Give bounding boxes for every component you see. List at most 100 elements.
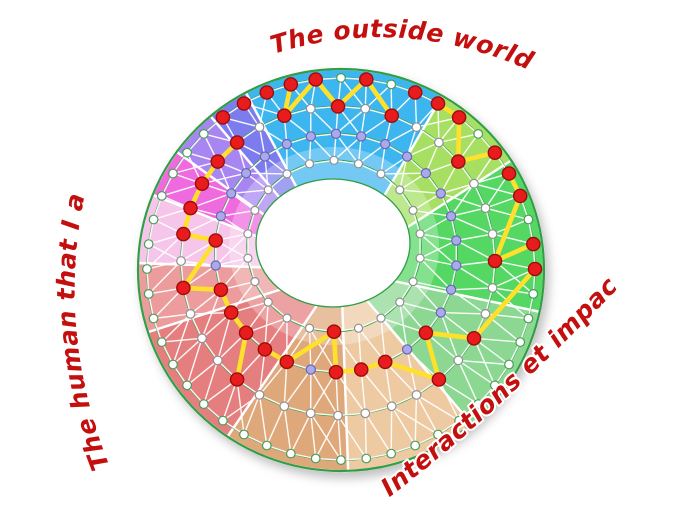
graph-node[interactable]: [523, 214, 534, 225]
graph-node[interactable]: [395, 297, 405, 307]
graph-node[interactable]: [487, 229, 498, 240]
red-node[interactable]: [223, 305, 239, 320]
graph-node[interactable]: [353, 159, 364, 169]
graph-node[interactable]: [435, 307, 446, 318]
red-node[interactable]: [527, 261, 543, 277]
graph-node[interactable]: [143, 289, 154, 299]
red-node[interactable]: [229, 372, 245, 387]
graph-node[interactable]: [386, 79, 397, 90]
red-node[interactable]: [308, 72, 324, 87]
graph-node[interactable]: [336, 455, 346, 466]
graph-node[interactable]: [360, 408, 371, 419]
red-node[interactable]: [418, 325, 434, 341]
graph-node[interactable]: [185, 309, 196, 319]
graph-node[interactable]: [415, 253, 425, 263]
graph-node[interactable]: [333, 410, 343, 421]
graph-node[interactable]: [217, 415, 228, 426]
graph-node[interactable]: [453, 355, 464, 366]
graph-node[interactable]: [473, 399, 484, 410]
red-node[interactable]: [487, 145, 503, 160]
graph-node[interactable]: [198, 399, 209, 410]
graph-node[interactable]: [305, 364, 316, 375]
graph-node[interactable]: [305, 408, 316, 419]
graph-node[interactable]: [356, 131, 367, 142]
graph-node[interactable]: [515, 337, 526, 348]
graph-node[interactable]: [454, 415, 465, 426]
graph-node[interactable]: [395, 185, 405, 195]
red-node[interactable]: [236, 96, 252, 111]
graph-node[interactable]: [250, 205, 260, 215]
graph-node[interactable]: [254, 122, 265, 132]
graph-node[interactable]: [282, 313, 292, 323]
graph-node[interactable]: [451, 260, 462, 271]
graph-node[interactable]: [401, 344, 413, 355]
graph-node[interactable]: [143, 239, 154, 250]
graph-node[interactable]: [408, 205, 418, 215]
red-node[interactable]: [451, 110, 467, 125]
graph-node[interactable]: [386, 448, 397, 459]
red-node[interactable]: [283, 77, 299, 92]
graph-node[interactable]: [243, 229, 253, 239]
graph-node[interactable]: [240, 167, 252, 179]
graph-node[interactable]: [504, 359, 514, 370]
red-node[interactable]: [501, 166, 517, 181]
graph-node[interactable]: [304, 159, 315, 169]
graph-node[interactable]: [197, 333, 207, 344]
graph-node[interactable]: [376, 169, 386, 179]
graph-node[interactable]: [282, 169, 292, 179]
red-node[interactable]: [450, 154, 466, 169]
graph-node[interactable]: [361, 453, 372, 464]
graph-node[interactable]: [480, 203, 491, 214]
graph-node[interactable]: [445, 284, 457, 295]
graph-node[interactable]: [305, 131, 316, 142]
graph-node[interactable]: [487, 283, 498, 293]
graph-node[interactable]: [182, 147, 193, 158]
graph-node[interactable]: [528, 289, 539, 299]
graph-node[interactable]: [250, 277, 260, 287]
red-node[interactable]: [358, 72, 374, 87]
graph-node[interactable]: [523, 313, 534, 324]
red-node[interactable]: [213, 282, 229, 298]
graph-node[interactable]: [415, 229, 425, 239]
graph-node[interactable]: [156, 337, 167, 348]
graph-node[interactable]: [469, 178, 479, 189]
graph-node[interactable]: [148, 313, 159, 324]
graph-node[interactable]: [168, 359, 178, 370]
red-node[interactable]: [259, 85, 275, 100]
red-node[interactable]: [176, 226, 191, 242]
graph-node[interactable]: [261, 440, 272, 451]
red-node[interactable]: [526, 236, 541, 252]
graph-node[interactable]: [336, 72, 346, 83]
graph-node[interactable]: [279, 401, 290, 412]
graph-node[interactable]: [285, 448, 296, 459]
graph-node[interactable]: [376, 313, 386, 323]
graph-node[interactable]: [330, 128, 342, 139]
graph-node[interactable]: [445, 210, 457, 222]
graph-node[interactable]: [156, 190, 167, 201]
graph-node[interactable]: [386, 401, 397, 412]
graph-node[interactable]: [411, 122, 422, 132]
graph-node[interactable]: [198, 128, 209, 139]
red-node[interactable]: [431, 372, 447, 387]
graph-node[interactable]: [176, 256, 186, 266]
graph-node[interactable]: [225, 188, 237, 199]
graph-node[interactable]: [420, 167, 432, 179]
graph-node[interactable]: [435, 188, 446, 199]
red-node[interactable]: [238, 325, 254, 341]
graph-node[interactable]: [182, 380, 193, 391]
red-node[interactable]: [183, 200, 198, 216]
red-node[interactable]: [210, 154, 225, 169]
red-node[interactable]: [384, 108, 400, 123]
red-node[interactable]: [326, 324, 342, 340]
red-node[interactable]: [279, 354, 295, 370]
red-node[interactable]: [229, 135, 245, 150]
graph-node[interactable]: [408, 277, 418, 287]
red-node[interactable]: [487, 253, 503, 269]
graph-node[interactable]: [360, 103, 371, 114]
graph-node[interactable]: [473, 128, 484, 139]
graph-node[interactable]: [490, 380, 500, 391]
red-node[interactable]: [208, 233, 223, 248]
graph-node[interactable]: [433, 429, 443, 440]
red-node[interactable]: [328, 364, 344, 380]
graph-node[interactable]: [148, 214, 159, 225]
